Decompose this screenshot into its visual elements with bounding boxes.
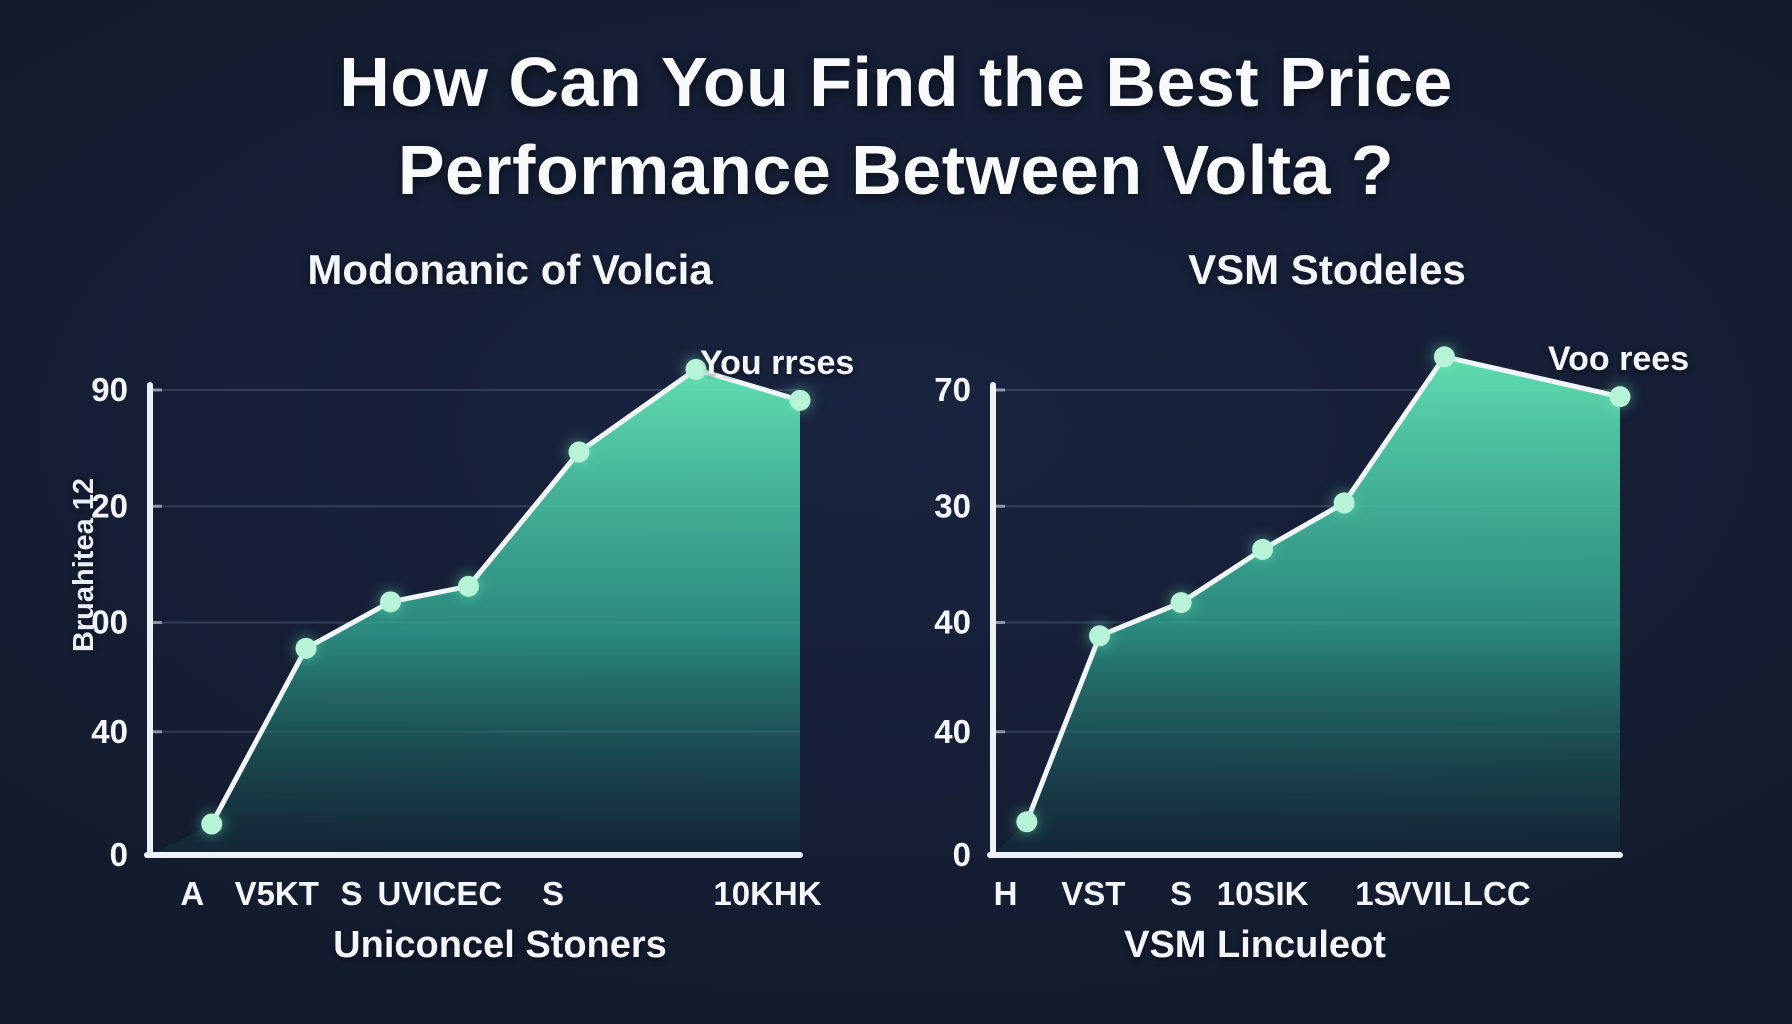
data-point-marker bbox=[1333, 492, 1355, 514]
y-tick-label: 00 bbox=[91, 604, 128, 641]
x-tick-label: S bbox=[542, 875, 564, 912]
data-point-marker bbox=[1433, 346, 1455, 368]
data-point-marker bbox=[380, 591, 401, 613]
data-point-marker bbox=[1089, 625, 1111, 647]
right-chart-title: VSM Stodeles bbox=[1188, 246, 1466, 293]
data-point-marker bbox=[1252, 538, 1274, 560]
right-chart-annotation: Voo rees bbox=[1548, 340, 1690, 378]
left-area-chart: 90 20 00 40 0 A V5KT S UVICEC S 10KHK bbox=[91, 358, 822, 912]
y-tick-label: 0 bbox=[110, 836, 128, 873]
x-tick-label: A bbox=[180, 875, 204, 912]
x-tick-label: VVILLCC bbox=[1390, 875, 1531, 912]
right-chart-x-axis-title: VSM Linculeot bbox=[1124, 924, 1386, 966]
y-tick-label: 40 bbox=[91, 713, 128, 750]
area-fill bbox=[150, 369, 800, 855]
x-tick-label: VST bbox=[1061, 875, 1125, 912]
x-tick-label: H bbox=[994, 875, 1018, 912]
page-title-line-2: Performance Between Volta ? bbox=[397, 131, 1395, 210]
x-tick-label: 10SIK bbox=[1217, 875, 1309, 912]
data-point-marker bbox=[201, 813, 223, 835]
x-tick-label: 10KHK bbox=[713, 875, 821, 912]
left-chart-annotation: You rrses bbox=[700, 344, 855, 382]
x-tick-label: S bbox=[340, 875, 362, 912]
data-point-marker bbox=[685, 358, 707, 380]
x-tick-label: 1S bbox=[1355, 875, 1395, 912]
page-title: How Can You Find the Best Price Performa… bbox=[0, 38, 1792, 214]
page-title-line-1: How Can You Find the Best Price bbox=[339, 43, 1453, 121]
data-point-marker bbox=[1609, 386, 1631, 408]
y-tick-label: 70 bbox=[934, 371, 971, 408]
y-tick-label: 40 bbox=[934, 713, 971, 750]
y-tick-label: 40 bbox=[934, 604, 971, 641]
data-point-marker bbox=[1016, 811, 1038, 833]
x-tick-label: UVICEC bbox=[378, 875, 503, 912]
data-point-marker bbox=[295, 637, 317, 659]
x-tick-label: S bbox=[1170, 875, 1192, 912]
data-point-marker bbox=[1170, 592, 1192, 614]
x-tick-label: V5KT bbox=[235, 875, 319, 912]
y-tick-label: 30 bbox=[934, 487, 971, 524]
data-point-marker bbox=[568, 441, 590, 463]
left-chart-title: Modonanic of Volcia bbox=[307, 246, 713, 293]
data-point-marker bbox=[789, 389, 811, 411]
left-chart-x-axis-title: Uniconcel Stoners bbox=[333, 924, 667, 966]
area-fill bbox=[993, 356, 1620, 855]
y-tick-label: 20 bbox=[91, 487, 128, 524]
y-tick-label: 0 bbox=[953, 836, 971, 873]
data-point-marker bbox=[458, 575, 479, 597]
y-tick-label: 90 bbox=[91, 371, 128, 408]
